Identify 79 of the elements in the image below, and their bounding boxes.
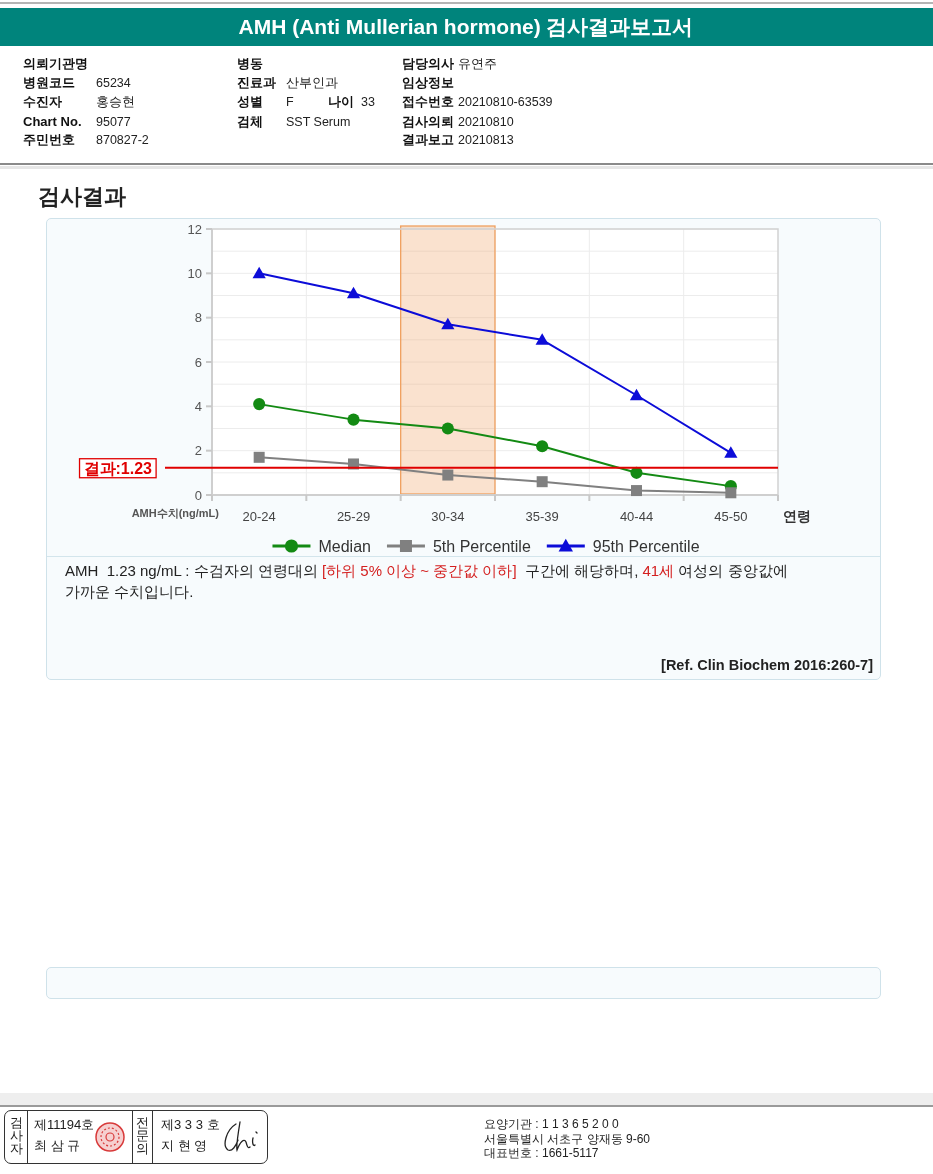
legend-label: Median bbox=[318, 538, 371, 555]
annotation: 지 현 영 bbox=[161, 1138, 208, 1154]
point bbox=[441, 422, 454, 435]
ytick: 4 bbox=[194, 398, 202, 414]
annotation: 나이 bbox=[328, 94, 354, 110]
annotation: F bbox=[286, 94, 294, 110]
ytick: 12 bbox=[187, 221, 202, 237]
point bbox=[252, 266, 266, 279]
annotation: 여성의 중앙값에 bbox=[678, 562, 788, 579]
annotation: 서울특별시 서초구 양재동 9-60 bbox=[484, 1131, 651, 1147]
annotation: [하위 5% 이상 ~ 중간값 이하] bbox=[322, 562, 517, 579]
title: AMH (Anti Mullerian hormone) 검사결과보고서 bbox=[238, 15, 694, 39]
point bbox=[441, 317, 455, 330]
ylabel: AMH수치(ng/mL) bbox=[131, 507, 219, 519]
annotation: 의뢰기관명 bbox=[23, 56, 88, 72]
annotation: 검체 bbox=[237, 114, 263, 130]
annotation: 주민번호 bbox=[23, 132, 75, 148]
ref-label: 결과:1.23 bbox=[83, 459, 152, 477]
point bbox=[442, 469, 454, 481]
annotation: 진료과 bbox=[237, 75, 276, 91]
annotation: 임상정보 bbox=[402, 75, 454, 91]
annotation: 20210813 bbox=[458, 132, 514, 148]
point bbox=[629, 388, 644, 401]
annotation: 결과보고 bbox=[402, 132, 454, 148]
xtick: 40-44 bbox=[619, 509, 654, 524]
ytick: 8 bbox=[194, 310, 202, 326]
annotation: SST Serum bbox=[286, 114, 351, 130]
annotation: 33 bbox=[361, 94, 375, 110]
legend-label: 5th Percentile bbox=[432, 538, 531, 555]
annotation: AMH 1.23 ng/mL : 수검자의 연령대의 bbox=[65, 562, 318, 579]
ytick: 6 bbox=[194, 354, 202, 370]
annotation: 가까운 수치입니다. bbox=[65, 583, 194, 600]
annotation: 제11194호 bbox=[34, 1117, 95, 1133]
point bbox=[347, 413, 360, 426]
annotation: 산부인과 bbox=[286, 75, 338, 91]
xtick: 35-39 bbox=[525, 509, 559, 524]
point bbox=[536, 476, 548, 488]
annotation: 870827-2 bbox=[96, 132, 149, 148]
point bbox=[346, 286, 361, 299]
xtick: 20-24 bbox=[242, 509, 276, 524]
annotation: 제3 3 3 호 bbox=[161, 1117, 220, 1133]
annotation: 검사자 bbox=[8, 1117, 24, 1156]
annotation: 접수번호 bbox=[402, 94, 454, 110]
annotation: 병동 bbox=[237, 56, 263, 72]
annotation: 20210810-63539 bbox=[458, 94, 553, 110]
annotation: 41세 bbox=[642, 562, 675, 579]
point bbox=[536, 440, 549, 453]
ytick: 2 bbox=[194, 443, 202, 459]
annotation: 검사의뢰 bbox=[402, 114, 454, 130]
xlabel: 연령 bbox=[783, 508, 811, 524]
annotation: 유연주 bbox=[458, 56, 497, 72]
annotation: Chart No. bbox=[23, 114, 82, 130]
point bbox=[725, 487, 737, 499]
annotation: 수진자 bbox=[23, 94, 62, 110]
ytick: 10 bbox=[187, 265, 202, 281]
point bbox=[253, 398, 266, 411]
xtick: 45-50 bbox=[714, 509, 748, 524]
subtitle: 검사결과 bbox=[38, 184, 126, 210]
annotation: 성별 bbox=[237, 94, 263, 110]
point bbox=[535, 333, 549, 345]
xtick: 30-34 bbox=[431, 509, 465, 524]
point bbox=[631, 485, 642, 497]
legend-label: 95th Percentile bbox=[592, 538, 700, 555]
annotation: 병원코드 bbox=[23, 75, 75, 91]
annotation: [Ref. Clin Biochem 2016:260-7] bbox=[661, 656, 873, 674]
annotation: 구간에 해당하며, bbox=[525, 562, 639, 579]
point bbox=[724, 446, 738, 458]
annotation: 20210810 bbox=[458, 114, 514, 130]
annotation: 전문의 bbox=[134, 1117, 150, 1156]
xtick: 25-29 bbox=[336, 509, 371, 524]
annotation: 대표번호 : 1661-5117 bbox=[484, 1145, 599, 1161]
annotation: 요양기관 : 1 1 3 6 5 2 0 0 bbox=[484, 1116, 619, 1132]
ytick: 0 bbox=[194, 487, 202, 503]
annotation: 홍승현 bbox=[96, 94, 135, 110]
annotation: 담당의사 bbox=[402, 56, 454, 72]
annotation: 65234 bbox=[96, 75, 131, 91]
annotation: 최 삼 규 bbox=[34, 1138, 81, 1154]
point bbox=[253, 451, 265, 463]
annotation: 95077 bbox=[96, 114, 131, 130]
